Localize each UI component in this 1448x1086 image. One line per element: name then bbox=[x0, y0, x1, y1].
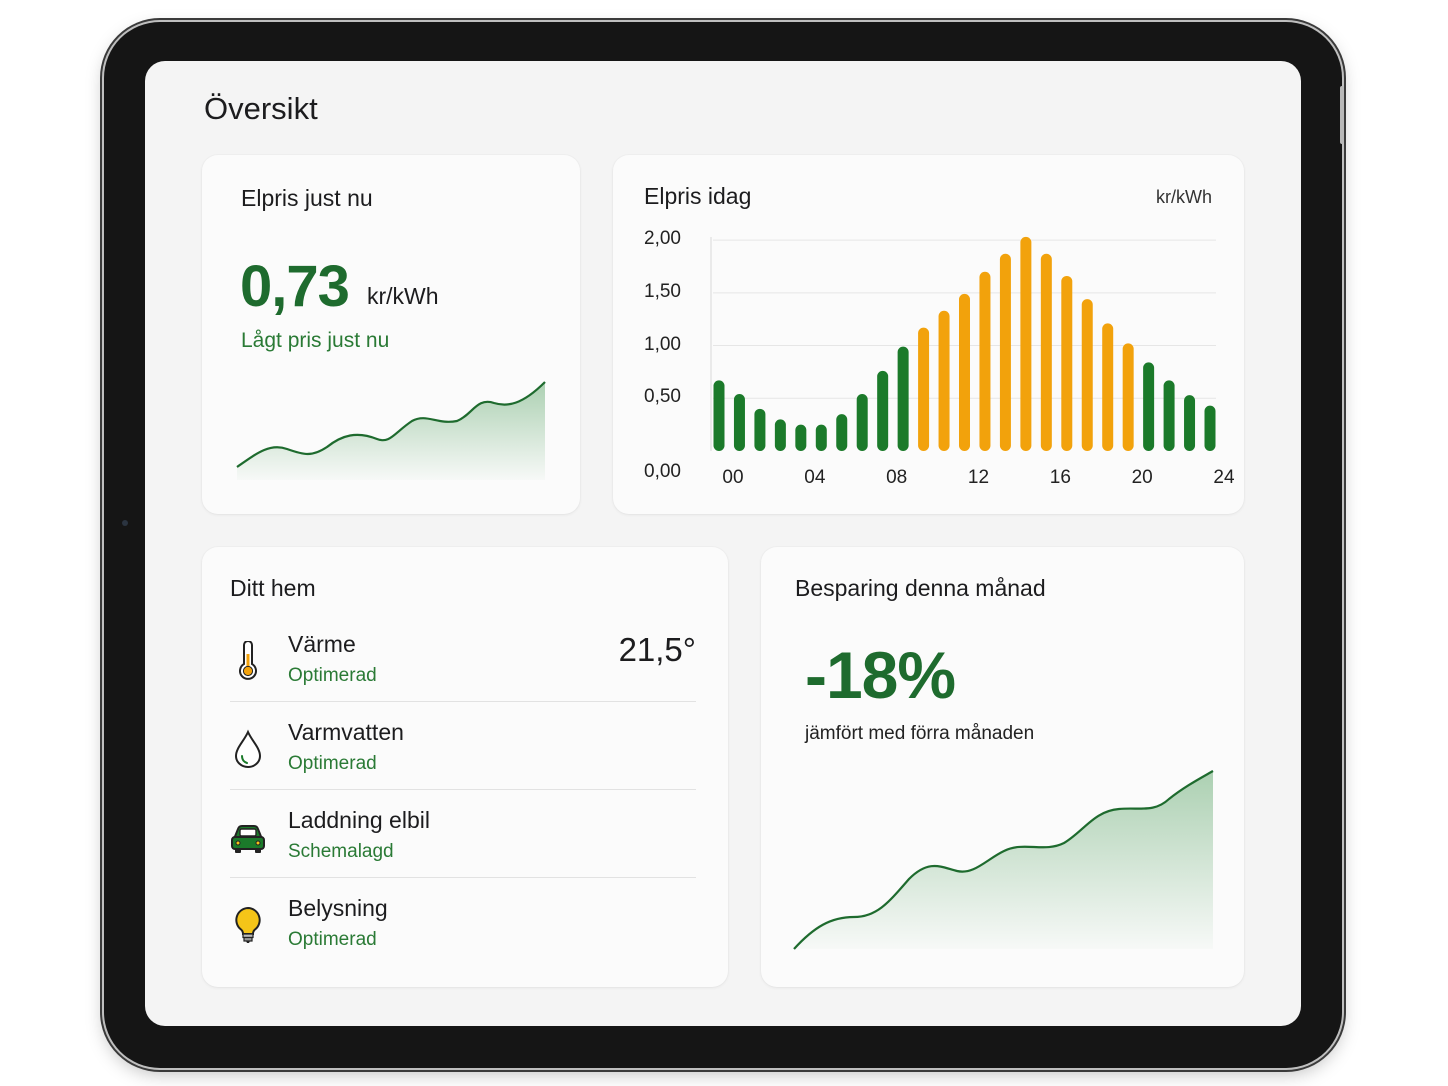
price-bar[interactable] bbox=[1061, 275, 1073, 451]
home-item-name: Varmvatten bbox=[288, 719, 404, 745]
price-bar[interactable] bbox=[774, 419, 786, 451]
price-today-title: Elpris idag bbox=[644, 183, 752, 209]
y-tick-label: 1,50 bbox=[644, 280, 681, 302]
price-bar[interactable] bbox=[1122, 343, 1134, 451]
current-price-card[interactable]: Elpris just nu 0,73 kr/kWh Lågt pris jus… bbox=[202, 155, 580, 514]
price-bar[interactable] bbox=[979, 271, 991, 451]
home-item-status: Optimerad bbox=[288, 929, 377, 950]
home-item-status: Optimerad bbox=[288, 753, 377, 774]
price-bar[interactable] bbox=[999, 253, 1011, 451]
front-camera bbox=[122, 520, 128, 526]
y-tick-label: 1,00 bbox=[644, 333, 681, 355]
price-bar[interactable] bbox=[1040, 253, 1052, 451]
lightbulb-icon bbox=[235, 906, 261, 943]
x-tick-label: 08 bbox=[886, 467, 908, 488]
price-bar[interactable] bbox=[754, 408, 766, 451]
price-bar[interactable] bbox=[877, 370, 889, 451]
price-today-card[interactable]: Elpris idag kr/kWh 0,00 0,50 1,00 1,50 2,00 … bbox=[613, 155, 1244, 514]
home-item-name: Laddning elbil bbox=[288, 807, 430, 833]
volume-button bbox=[1340, 86, 1344, 144]
current-price-status: Lågt pris just nu bbox=[241, 329, 390, 352]
price-bar[interactable] bbox=[713, 380, 725, 451]
price-bar[interactable] bbox=[856, 394, 868, 451]
price-bar[interactable] bbox=[1184, 395, 1196, 451]
home-item-name: Belysning bbox=[288, 895, 388, 921]
price-trend-sparkline bbox=[236, 381, 546, 480]
temperature-value: 21,5° bbox=[618, 631, 696, 668]
price-bar[interactable] bbox=[1163, 380, 1175, 451]
divider bbox=[230, 789, 696, 790]
savings-trend-chart bbox=[793, 770, 1214, 950]
y-tick-label: 0,50 bbox=[644, 386, 681, 408]
x-tick-label: 12 bbox=[967, 467, 990, 488]
price-bar[interactable] bbox=[1020, 236, 1032, 451]
home-item-status: Optimerad bbox=[288, 665, 377, 686]
price-bar[interactable] bbox=[938, 310, 950, 451]
savings-title: Besparing denna månad bbox=[795, 575, 1046, 601]
page-title: Översikt bbox=[204, 91, 318, 126]
price-bar[interactable] bbox=[1102, 323, 1114, 451]
thermometer-icon bbox=[239, 641, 257, 680]
water-drop-icon bbox=[234, 729, 262, 768]
savings-value: -18% bbox=[805, 638, 956, 712]
current-price-value: 0,73 bbox=[240, 254, 350, 319]
home-item-lighting[interactable]: Belysning Optimerad bbox=[230, 895, 696, 983]
x-tick-label: 24 bbox=[1213, 467, 1235, 488]
home-item-status: Schemalagd bbox=[288, 841, 394, 862]
price-bar[interactable] bbox=[733, 394, 745, 451]
x-tick-label: 00 bbox=[722, 467, 744, 488]
price-bar[interactable] bbox=[1081, 299, 1093, 451]
price-bar[interactable] bbox=[1204, 405, 1216, 451]
price-bar[interactable] bbox=[795, 424, 807, 451]
x-tick-label: 20 bbox=[1131, 467, 1153, 488]
current-price-unit: kr/kWh bbox=[367, 283, 439, 309]
home-item-heating[interactable]: Värme Optimerad 21,5° bbox=[230, 631, 696, 719]
home-item-name: Värme bbox=[288, 631, 356, 657]
home-title: Ditt hem bbox=[230, 575, 316, 601]
current-price-title: Elpris just nu bbox=[241, 185, 373, 211]
home-item-hot-water[interactable]: Varmvatten Optimerad bbox=[230, 719, 696, 807]
x-tick-label: 16 bbox=[1049, 467, 1071, 488]
savings-subtitle: jämfört med förra månaden bbox=[805, 723, 1035, 744]
price-bar[interactable] bbox=[836, 414, 848, 451]
electric-car-icon bbox=[231, 825, 265, 853]
tablet-screen: Översikt Elpris just nu 0,73 kr/kWh Lågt… bbox=[145, 61, 1301, 1026]
hourly-price-chart bbox=[710, 236, 1216, 451]
divider bbox=[230, 701, 696, 702]
price-today-unit: kr/kWh bbox=[1156, 187, 1212, 207]
price-bar[interactable] bbox=[897, 346, 909, 451]
divider bbox=[230, 877, 696, 878]
home-card[interactable]: Ditt hem Värme Optimerad 21,5° Varmvatte… bbox=[202, 547, 728, 987]
price-bar[interactable] bbox=[918, 327, 930, 451]
home-item-ev-charging[interactable]: Laddning elbil Schemalagd bbox=[230, 807, 696, 895]
price-bar[interactable] bbox=[959, 293, 970, 451]
y-tick-label: 2,00 bbox=[644, 228, 681, 250]
y-tick-label: 0,00 bbox=[644, 461, 681, 482]
price-bar[interactable] bbox=[815, 424, 827, 451]
price-bar[interactable] bbox=[1143, 362, 1155, 451]
x-tick-label: 04 bbox=[804, 467, 826, 488]
savings-card[interactable]: Besparing denna månad -18% jämfört med f… bbox=[761, 547, 1244, 987]
